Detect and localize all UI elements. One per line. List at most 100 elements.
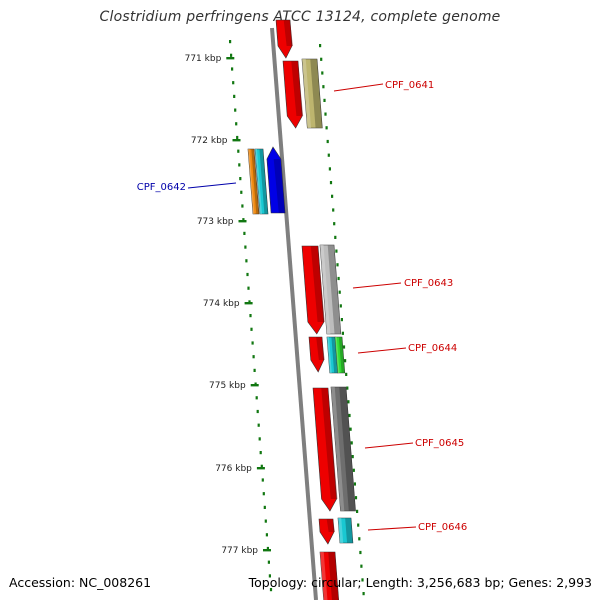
scale-dot <box>327 153 330 157</box>
gene-label[interactable]: CPF_0644 <box>408 343 457 354</box>
scale-dot <box>246 272 249 277</box>
gene-callout[interactable]: CPF_0644 <box>357 343 457 354</box>
scale-dot <box>329 181 333 185</box>
gene-box-khaki <box>301 58 323 129</box>
scale-dot <box>354 496 358 500</box>
gene-callout[interactable]: CPF_0643 <box>352 278 453 289</box>
scale-tick <box>226 57 235 60</box>
scale-dot <box>263 505 266 509</box>
topology-text: Topology: circular; Length: 3,256,683 bp… <box>248 575 592 590</box>
scale-dot <box>262 492 265 496</box>
scale-dot <box>344 359 347 363</box>
scale-label: 772 kbp <box>191 136 228 146</box>
scale-dot <box>342 345 346 349</box>
scale-tick <box>238 220 247 223</box>
scale-dot <box>331 194 334 198</box>
scale-dot <box>338 290 341 294</box>
scale-dot <box>348 413 351 418</box>
gene-box-green <box>334 336 346 374</box>
scale-dot <box>232 81 235 85</box>
scale-dot <box>353 482 356 486</box>
callout-line <box>367 526 417 531</box>
callout-line <box>364 442 414 449</box>
scale-dot <box>230 53 233 57</box>
scale-tick <box>263 549 271 552</box>
gene-arrow-red <box>318 518 335 545</box>
gene-callout[interactable]: CPF_0642 <box>137 182 237 193</box>
scale-dot <box>235 122 238 126</box>
scale-dot <box>341 331 344 335</box>
scale-dot <box>255 396 258 400</box>
scale-label: 771 kbp <box>185 54 222 64</box>
scale-dot <box>231 67 234 71</box>
gene-callouts: CPF_0641 CPF_0642 CPF_0643 CPF_0644 CPF_0645… <box>137 80 467 533</box>
gene-box-light-gray <box>319 244 342 335</box>
scale-dot <box>359 550 362 555</box>
gene-arrow-red <box>301 245 325 335</box>
accession-text: Accession: NC_008261 <box>9 575 152 590</box>
scale-dot <box>337 276 340 281</box>
scale-tick <box>232 139 241 142</box>
gene-label[interactable]: CPF_0641 <box>385 80 434 91</box>
gene-arrow-red <box>275 19 293 59</box>
scale-dot <box>260 464 263 468</box>
scale-dot <box>259 451 262 455</box>
gene-box-cyan <box>337 517 354 544</box>
scale-dot <box>332 208 335 212</box>
scale-dot <box>261 478 264 482</box>
scale-dot <box>248 300 251 304</box>
scale-ruler-right <box>319 44 365 596</box>
gene-label[interactable]: CPF_0646 <box>418 522 467 533</box>
scale-dot <box>350 441 353 445</box>
scale-dot <box>345 372 348 376</box>
callout-line <box>357 347 407 354</box>
scale-dot <box>243 231 246 235</box>
scale-dot <box>229 40 232 44</box>
scale-dot <box>346 386 349 390</box>
gene-arrow-red <box>308 336 325 373</box>
scale-dot <box>339 304 342 308</box>
gene-features <box>247 19 356 600</box>
gene-arrow-red <box>312 387 338 512</box>
scale-dot <box>362 592 365 596</box>
scale-dot <box>328 167 331 171</box>
scale-dot <box>358 537 361 541</box>
scale-dot <box>253 368 256 372</box>
gene-box-cyan <box>326 336 339 374</box>
scale-dot <box>245 259 248 263</box>
scale-dot <box>351 455 354 459</box>
scale-dot <box>325 126 328 130</box>
scale-label: 775 kbp <box>209 381 246 391</box>
gene-callout[interactable]: CPF_0641 <box>333 80 434 92</box>
scale-dot <box>357 523 360 527</box>
gene-callout[interactable]: CPF_0646 <box>367 522 467 533</box>
gene-callout[interactable]: CPF_0645 <box>364 438 464 449</box>
gene-box-dark-gray <box>330 386 356 512</box>
scale-dot <box>336 263 339 267</box>
callout-line <box>187 182 237 189</box>
scale-label: 777 kbp <box>221 546 258 556</box>
scale-tick <box>250 384 259 387</box>
scale-dot <box>267 560 270 564</box>
gene-label[interactable]: CPF_0643 <box>404 278 453 289</box>
scale-dot <box>323 98 326 102</box>
callout-line <box>333 83 384 92</box>
gene-arrow-red <box>282 60 304 129</box>
scale-dot <box>257 423 260 427</box>
scale-dot <box>347 400 350 404</box>
scale-dot <box>321 71 324 75</box>
scale-dot <box>319 44 322 48</box>
scale-ticks: 771 kbp 772 kbp 773 kbp 774 kbp 775 kbp 776 k… <box>185 54 271 556</box>
genome-title: Clostridium perfringens ATCC 13124, comp… <box>99 9 501 25</box>
scale-dot <box>247 286 250 290</box>
scale-label: 773 kbp <box>197 217 234 227</box>
scale-dot <box>349 427 352 431</box>
scale-dot <box>334 235 337 239</box>
gene-label[interactable]: CPF_0642 <box>137 182 186 193</box>
gene-box-orange <box>247 148 260 215</box>
scale-dot <box>242 218 245 222</box>
gene-label[interactable]: CPF_0645 <box>415 438 464 449</box>
gene-box-cyan <box>254 148 269 215</box>
scale-tick <box>256 467 265 470</box>
scale-label: 776 kbp <box>215 464 252 474</box>
